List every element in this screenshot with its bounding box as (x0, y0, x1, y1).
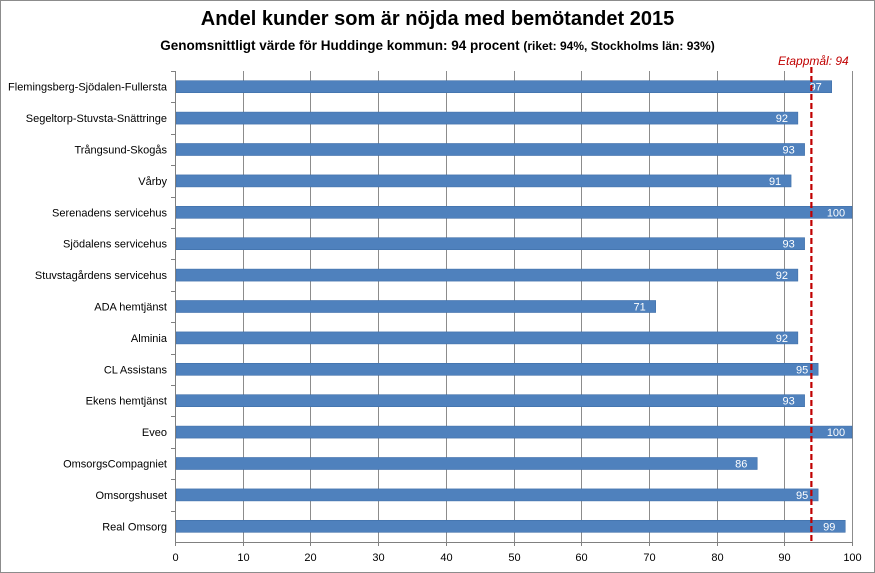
x-tick-label: 30 (372, 552, 384, 564)
category-label: Segeltorp-Stuvsta-Snättringe (26, 113, 167, 125)
bar (175, 331, 799, 345)
chart-subtitle-main: Genomsnittligt värde för Huddinge kommun… (160, 38, 520, 53)
bar (175, 300, 656, 313)
category-label: Trångsund-Skogås (74, 145, 167, 157)
x-tick-label: 80 (711, 552, 723, 564)
category-label: Sjödalens servicehus (63, 239, 167, 251)
category-label: Ekens hemtjänst (86, 396, 167, 408)
category-label: Real Omsorg (102, 521, 167, 533)
x-tick-label: 40 (440, 552, 452, 564)
data-label: 92 (776, 333, 788, 345)
bar (175, 362, 819, 376)
data-label: 92 (776, 270, 788, 282)
category-label: Stuvstagårdens servicehus (35, 270, 168, 282)
bar (175, 111, 799, 125)
bar (175, 457, 758, 470)
category-label: OmsorgsCompagniet (63, 459, 167, 471)
bar (175, 237, 805, 250)
label-layer: Flemingsberg-Sjödalen-Fullersta 97 Segelto… (8, 82, 845, 534)
bar-layer (175, 80, 853, 533)
x-tick-label: 70 (643, 552, 655, 564)
category-label: Alminia (131, 333, 168, 345)
data-label: 97 (810, 82, 822, 94)
data-label: 86 (735, 459, 747, 471)
x-tick-label: 0 (172, 552, 178, 564)
category-label: Vårby (138, 176, 167, 188)
target-label: Etappmål: 94 (778, 54, 849, 68)
data-label: 95 (796, 490, 808, 502)
chart-subtitle-note: (riket: 94%, Stockholms län: 93%) (523, 39, 715, 53)
category-label: ADA hemtjänst (94, 302, 167, 314)
data-label: 99 (823, 521, 835, 533)
bar (175, 425, 853, 439)
x-tick-label: 90 (778, 552, 790, 564)
data-label: 93 (782, 145, 794, 157)
category-label: Eveo (142, 427, 167, 439)
data-label: 92 (776, 113, 788, 125)
x-tick-label: 60 (575, 552, 587, 564)
bar (175, 519, 846, 533)
data-label: 93 (782, 396, 794, 408)
category-label: Serenadens servicehus (52, 207, 167, 219)
x-tick-label: 50 (508, 552, 520, 564)
target-layer: Etappmål: 94 (778, 54, 849, 542)
axis-layer: 0 10 20 30 40 50 60 70 80 90 100 (171, 71, 862, 564)
x-tick-label: 20 (304, 552, 316, 564)
category-label: Omsorgshuset (95, 490, 167, 502)
data-label: 100 (827, 427, 845, 439)
x-tick-label: 100 (843, 552, 861, 564)
bar (175, 206, 853, 219)
bar (175, 80, 832, 93)
bar (175, 488, 819, 502)
chart-title: Andel kunder som är nöjda med bemötandet… (200, 8, 675, 30)
bar (175, 394, 805, 408)
bar (175, 268, 799, 282)
x-tick-label: 10 (237, 552, 249, 564)
category-label: Flemingsberg-Sjödalen-Fullersta (8, 82, 168, 94)
data-label: 71 (634, 302, 646, 314)
bar (175, 143, 805, 156)
chart-subtitle: Genomsnittligt värde för Huddinge kommun… (0, 38, 875, 53)
data-label: 100 (827, 207, 845, 219)
data-label: 93 (782, 239, 794, 251)
data-label: 95 (796, 364, 808, 376)
data-label: 91 (769, 176, 781, 188)
category-label: CL Assistans (104, 364, 168, 376)
bar (175, 174, 792, 188)
